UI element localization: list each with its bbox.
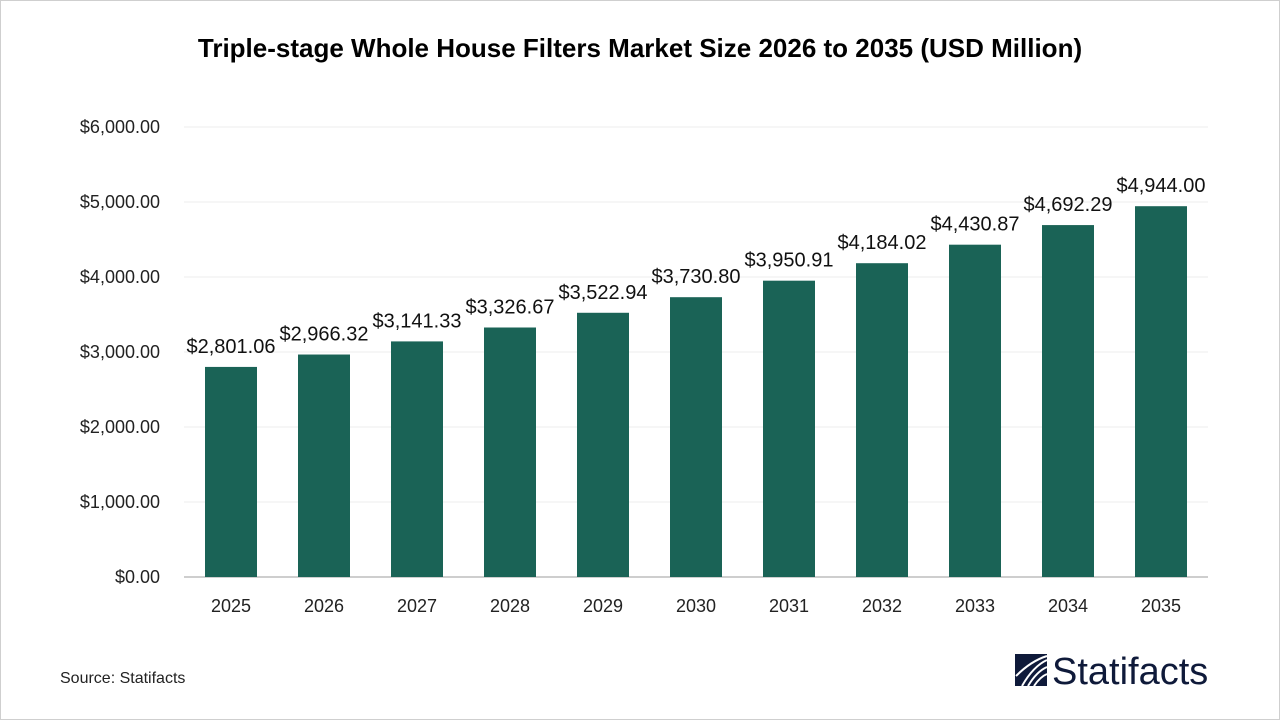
bar <box>577 312 629 577</box>
y-tick-label: $4,000.00 <box>80 267 160 287</box>
y-tick-label: $0.00 <box>115 567 160 587</box>
bar <box>298 354 350 577</box>
data-label: $4,944.00 <box>1117 175 1206 197</box>
bar <box>484 327 536 577</box>
bar <box>1042 225 1094 577</box>
y-tick-label: $1,000.00 <box>80 492 160 512</box>
x-tick-label: 2025 <box>211 596 251 616</box>
data-label: $4,692.29 <box>1024 194 1113 216</box>
bar <box>856 263 908 577</box>
x-tick-label: 2032 <box>862 596 902 616</box>
data-label: $4,184.02 <box>838 232 927 254</box>
bar <box>1135 206 1187 577</box>
data-label: $2,966.32 <box>280 324 369 346</box>
data-label: $3,141.33 <box>373 310 462 332</box>
statifacts-logo: Statifacts <box>1015 651 1208 693</box>
x-tick-label: 2029 <box>583 596 623 616</box>
x-tick-label: 2033 <box>955 596 995 616</box>
x-tick-label: 2026 <box>304 596 344 616</box>
y-tick-label: $3,000.00 <box>80 342 160 362</box>
x-tick-label: 2035 <box>1141 596 1181 616</box>
y-tick-label: $2,000.00 <box>80 417 160 437</box>
bar <box>670 297 722 577</box>
data-label: $4,430.87 <box>931 214 1020 236</box>
bar <box>205 366 257 577</box>
source-note: Source: Statifacts <box>60 670 185 687</box>
data-label: $3,950.91 <box>745 250 834 272</box>
data-label: $3,522.94 <box>559 282 648 304</box>
y-tick-label: $5,000.00 <box>80 192 160 212</box>
x-tick-label: 2028 <box>490 596 530 616</box>
logo-text: Statifacts <box>1052 651 1208 693</box>
data-label: $2,801.06 <box>187 336 276 358</box>
y-tick-label: $6,000.00 <box>80 117 160 137</box>
x-tick-label: 2030 <box>676 596 716 616</box>
bar <box>763 280 815 577</box>
x-tick-label: 2031 <box>769 596 809 616</box>
data-label: $3,730.80 <box>652 266 741 288</box>
bar <box>949 244 1001 577</box>
x-tick-label: 2034 <box>1048 596 1088 616</box>
data-label: $3,326.67 <box>466 296 555 318</box>
bar <box>391 341 443 577</box>
x-tick-label: 2027 <box>397 596 437 616</box>
chart-title: Triple-stage Whole House Filters Market … <box>198 33 1082 63</box>
